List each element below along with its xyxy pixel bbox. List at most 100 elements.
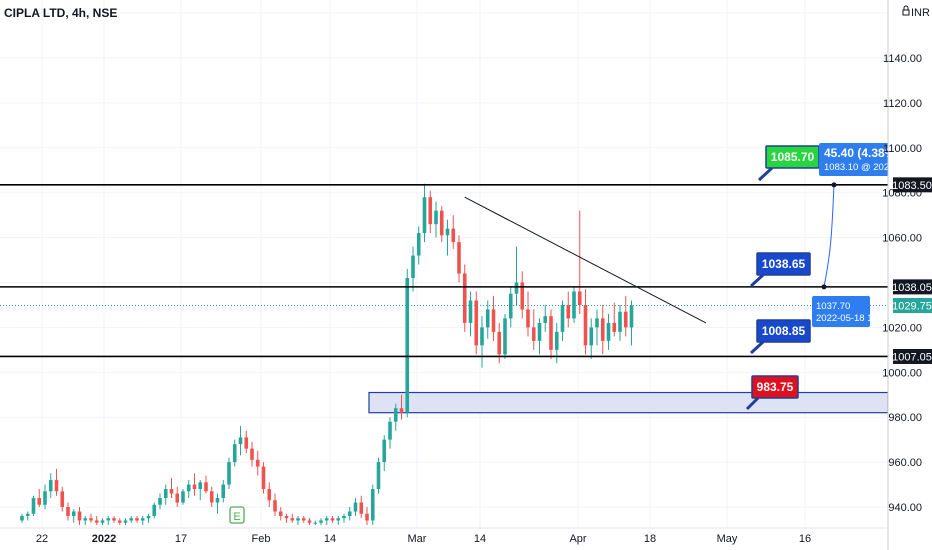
- candle: [255, 450, 260, 476]
- candle: [572, 286, 576, 323]
- candle: [71, 509, 76, 523]
- candle: [198, 480, 203, 501]
- candle: [146, 513, 151, 523]
- measure-start-point[interactable]: [821, 284, 827, 290]
- x-tick-label: 2022: [92, 533, 116, 545]
- candle: [451, 215, 456, 249]
- candle: [365, 507, 369, 525]
- x-tick-label: 14: [474, 533, 486, 545]
- candle: [330, 515, 335, 523]
- candle: [94, 515, 99, 525]
- y-tick-label: 1060.00: [882, 233, 922, 245]
- candle: [393, 403, 398, 431]
- candle: [416, 226, 421, 265]
- x-tick-label: Mar: [408, 533, 427, 545]
- label-1038-65[interactable]: 1038.65: [749, 252, 811, 288]
- label-1085-70[interactable]: 1085.70: [757, 145, 820, 182]
- demand-zone-box[interactable]: [368, 391, 889, 414]
- candle: [20, 513, 24, 523]
- candle: [445, 219, 450, 256]
- candle: [485, 300, 490, 339]
- candle: [244, 430, 249, 454]
- price-axis-bg: [888, 0, 932, 550]
- candle: [313, 520, 318, 525]
- candle: [399, 394, 404, 420]
- currency-label: INR: [911, 7, 930, 19]
- candle: [577, 210, 582, 314]
- candle: [25, 511, 30, 521]
- svg-text:1029.75: 1029.75: [892, 301, 932, 313]
- candle: [284, 513, 289, 523]
- candle: [520, 271, 525, 319]
- candle: [209, 486, 214, 507]
- candle: [549, 309, 553, 359]
- candle: [428, 190, 433, 234]
- earnings-marker: E: [233, 511, 240, 523]
- candle: [629, 300, 634, 346]
- candle: [462, 264, 467, 332]
- descending-trendline[interactable]: [464, 196, 707, 324]
- candle: [129, 515, 134, 523]
- candle: [514, 246, 519, 305]
- candle: [583, 289, 588, 355]
- label-983-75[interactable]: 983.75: [745, 375, 799, 411]
- candle: [204, 475, 208, 494]
- horizontal-levels: [0, 184, 888, 358]
- measure-origin-time: 2022-05-18 13:15: [816, 313, 891, 324]
- candle: [319, 518, 323, 525]
- candle: [261, 462, 266, 494]
- candle: [422, 183, 427, 243]
- y-tick-label: 1020.00: [882, 322, 922, 334]
- candle: [215, 493, 220, 514]
- y-tick-label: 960.00: [888, 457, 922, 469]
- label-1008-85[interactable]: 1008.85: [749, 319, 811, 355]
- grid-lines: [0, 0, 888, 528]
- candle: [186, 480, 191, 499]
- candle: [376, 457, 381, 494]
- candle: [612, 302, 617, 337]
- time-axis[interactable]: 22 2022 17 Feb 14 Mar 14 Apr 18 May 16: [0, 527, 888, 545]
- candle: [347, 507, 352, 521]
- candle: [290, 513, 295, 523]
- candle: [543, 304, 548, 332]
- y-tick-label: 940.00: [888, 502, 922, 514]
- measure-target: 1083.10 @ 2022-05-1: [824, 162, 917, 173]
- x-tick-label: 17: [175, 533, 187, 545]
- candle: [106, 515, 111, 525]
- candle: [434, 201, 438, 238]
- candle: [468, 291, 473, 337]
- svg-text:1038.05: 1038.05: [892, 282, 932, 294]
- measure-end-point[interactable]: [831, 182, 837, 188]
- candle: [48, 473, 53, 499]
- lock-icon: [902, 5, 910, 16]
- candle: [606, 313, 611, 350]
- svg-text:1085.70: 1085.70: [771, 150, 815, 164]
- candle: [31, 495, 36, 516]
- x-tick-label: 16: [799, 533, 811, 545]
- candles: [20, 183, 634, 525]
- y-tick-label: 1140.00: [883, 53, 922, 65]
- candle: [232, 439, 237, 467]
- candle: [457, 235, 461, 283]
- candle: [474, 291, 479, 355]
- currency-indicator[interactable]: INR: [902, 5, 930, 19]
- candle: [123, 518, 128, 525]
- candle: [411, 246, 415, 292]
- candle: [140, 515, 145, 525]
- candle: [192, 473, 197, 496]
- price-axis[interactable]: 940.00 960.00 980.00 1000.00 1020.00 1060.00 1…: [882, 0, 932, 550]
- measure-curve: [823, 184, 835, 287]
- candle: [600, 304, 605, 355]
- candle: [537, 318, 542, 355]
- candle: [324, 515, 329, 525]
- last-price-tag: 1029.75: [892, 298, 932, 314]
- svg-text:1008.85: 1008.85: [762, 324, 806, 338]
- candle: [301, 515, 306, 523]
- candle: [77, 507, 82, 525]
- watermark-badge: E: [229, 506, 245, 524]
- candle: [43, 484, 47, 510]
- candle: [66, 502, 70, 521]
- candle: [89, 513, 93, 523]
- level-price-tag: 1083.50: [892, 177, 932, 193]
